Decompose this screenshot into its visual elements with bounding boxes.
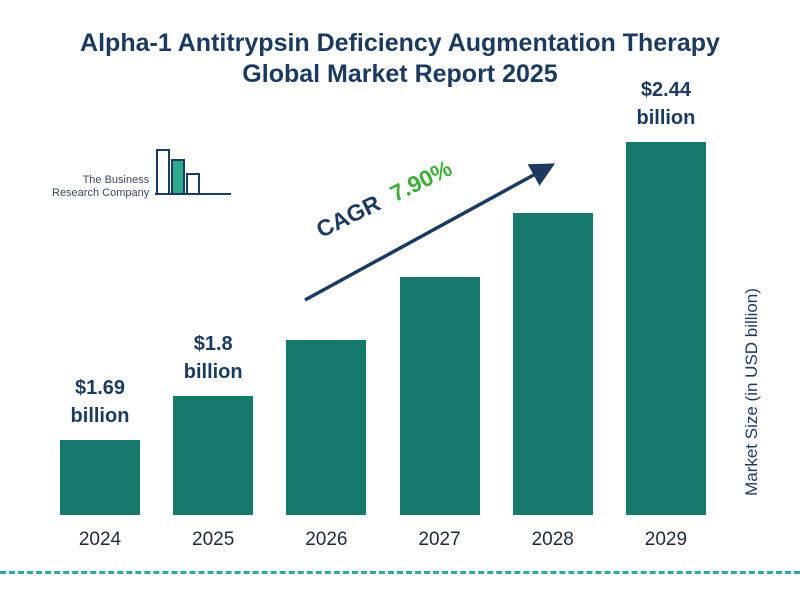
bar-value-label: $2.44 billion (636, 79, 696, 129)
bar-column: $2.44 billion 2029 (625, 76, 706, 550)
company-logo-text: The Business Research Company (52, 174, 149, 206)
plot-area: $1.69 billion 2024 $1.8 billion 2025 2026 2027 2… (60, 79, 706, 550)
company-logo-line1: The Business (82, 173, 150, 186)
x-tick-label: 2027 (418, 529, 461, 550)
bar (625, 142, 706, 515)
x-tick-label: 2025 (192, 529, 235, 550)
company-logo-line2: Research Company (52, 187, 150, 200)
bar-column: 2027 (399, 277, 480, 550)
bar-column: $1.8 billion 2025 (173, 330, 254, 550)
bar (512, 213, 593, 515)
x-tick-label: 2026 (305, 529, 348, 550)
x-tick-label: 2029 (644, 529, 688, 550)
bar-column: $1.69 billion 2024 (60, 374, 140, 550)
bar-value-label: $1.8 billion (183, 333, 243, 383)
x-tick-label: 2028 (531, 529, 574, 550)
bar (173, 396, 254, 515)
page-title: Alpha-1 Antitrypsin Deficiency Augmentat… (80, 29, 720, 89)
bar-value-label: $1.69 billion (70, 377, 130, 427)
bottom-dashed-divider (0, 571, 800, 574)
bar-chart-logo-icon (155, 148, 233, 205)
bar (60, 440, 140, 515)
bar (286, 340, 367, 515)
bar-column: 2028 (512, 213, 593, 550)
bar-column: 2026 (286, 340, 367, 550)
company-logo: The Business Research Company (52, 148, 233, 205)
x-tick-label: 2024 (78, 529, 122, 550)
bar (399, 277, 480, 515)
y-axis-label: Market Size (in USD billion) (742, 288, 761, 496)
